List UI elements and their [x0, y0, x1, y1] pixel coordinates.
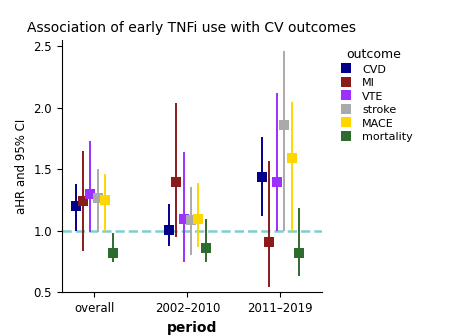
Y-axis label: aHR and 95% CI: aHR and 95% CI [15, 119, 27, 214]
Legend: CVD, MI, VTE, stroke, MACE, mortality: CVD, MI, VTE, stroke, MACE, mortality [333, 46, 415, 145]
X-axis label: period: period [167, 321, 217, 335]
Title: Association of early TNFi use with CV outcomes: Association of early TNFi use with CV ou… [27, 21, 356, 35]
